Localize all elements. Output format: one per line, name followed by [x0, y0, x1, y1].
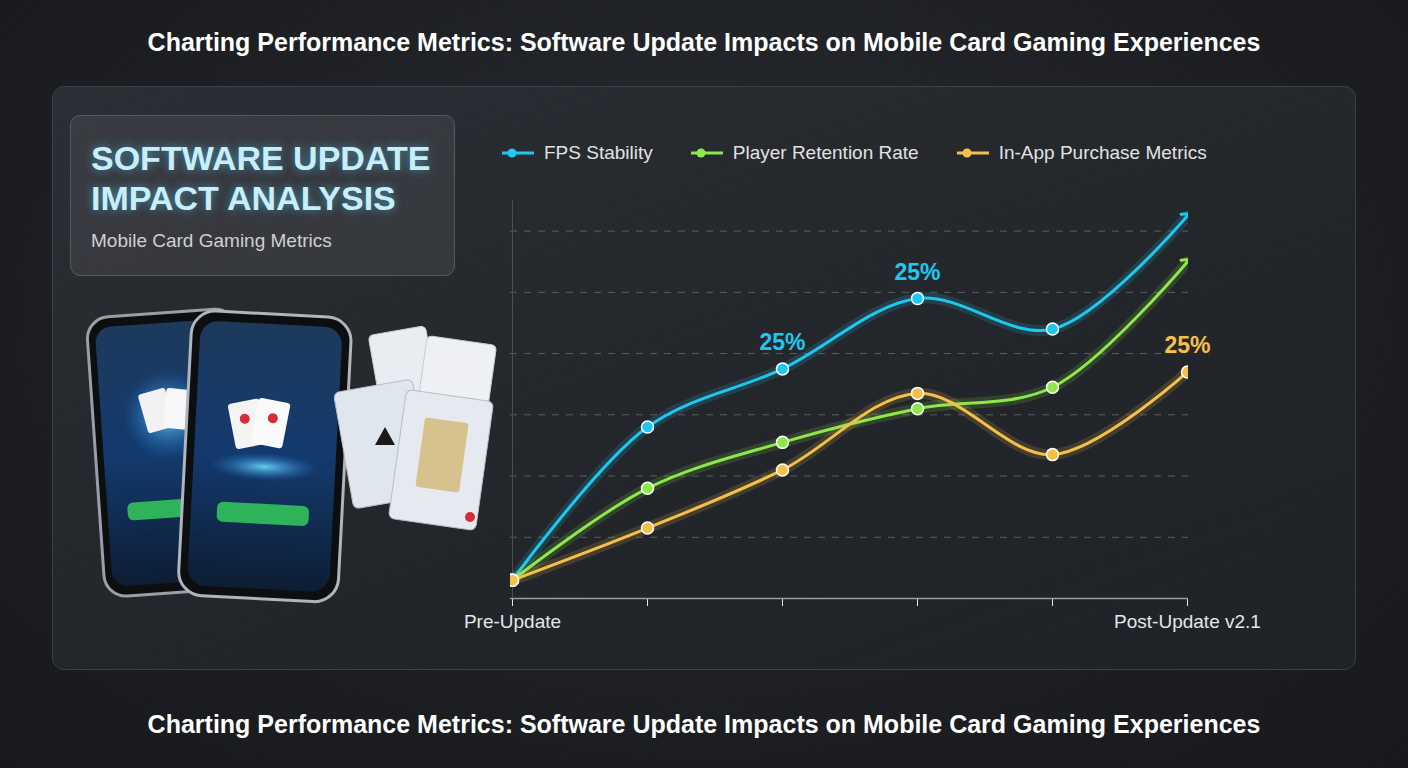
svg-text:25%: 25%: [1164, 332, 1210, 358]
html-text:Player Retention Rate: Player Retention Rate: [732, 142, 919, 163]
html-text:Charting Performance Metrics:: Charting Performance Metrics: Software U…: [147, 710, 1261, 738]
svg-text:25%: 25%: [894, 259, 940, 285]
html-text:In-App Purchase Metrics: In-App Purchase Metrics: [998, 142, 1207, 163]
svg-text:Post-Update v2.1: Post-Update v2.1: [1114, 611, 1261, 632]
html-text:Mobile Card Gaming Metrics: Mobile Card Gaming Metrics: [91, 230, 332, 251]
html-text:Charting Performance Metrics:: Charting Performance Metrics: Software U…: [147, 28, 1261, 56]
html-text:SOFTWARE UPDATE IMPACT ANALYSI: SOFTWARE UPDATE IMPACT ANALYSIS: [91, 139, 431, 217]
svg-text:Pre-Update: Pre-Update: [464, 611, 561, 632]
html-text:FPS Stability: FPS Stability: [544, 142, 653, 163]
svg-text:25%: 25%: [759, 329, 805, 355]
